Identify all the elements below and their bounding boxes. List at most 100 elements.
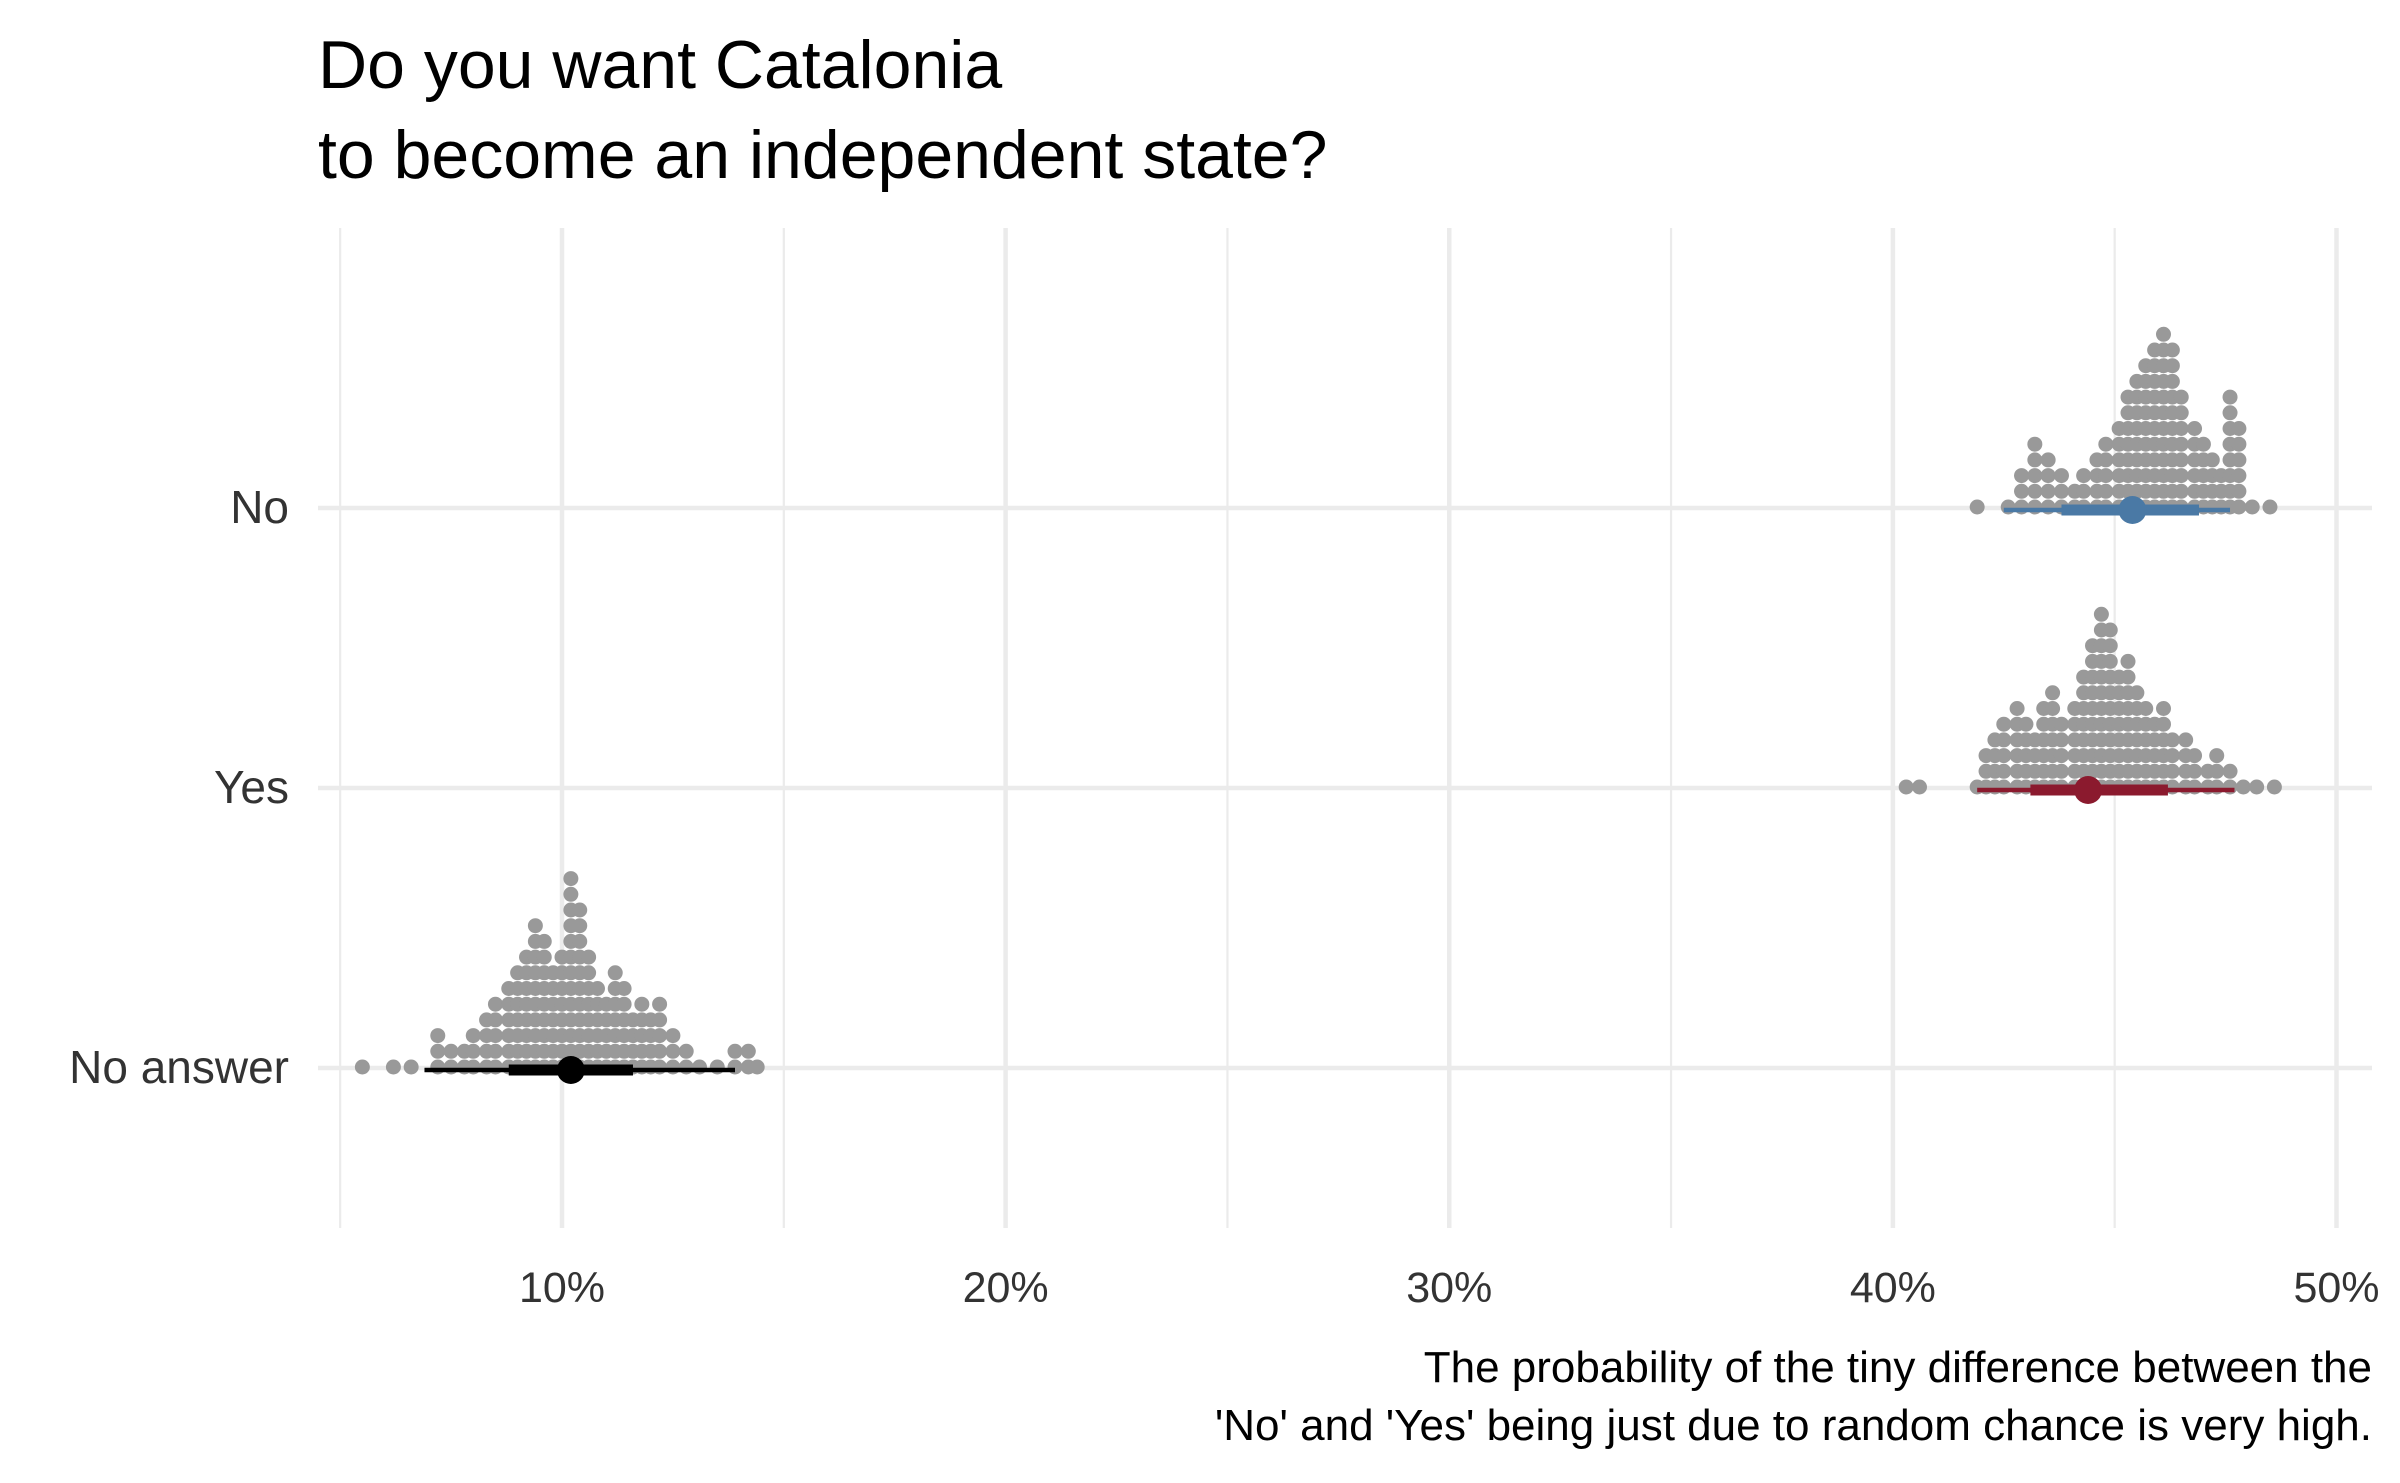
sample-dot (2262, 499, 2278, 515)
sample-dot (2009, 701, 2025, 716)
sample-dot (2164, 358, 2180, 374)
sample-dot (2195, 436, 2211, 452)
sample-dot (2053, 716, 2069, 732)
sample-dot (2014, 483, 2030, 499)
sample-dot (2155, 701, 2171, 716)
sample-dot (430, 1043, 446, 1059)
sample-dot (1996, 716, 2012, 732)
x-tick-label-30: 30% (1406, 1264, 1492, 1312)
sample-dot (572, 918, 588, 934)
sample-dot (2027, 452, 2043, 468)
sample-dot (2098, 452, 2114, 468)
sample-dot (2173, 389, 2189, 405)
sample-dot (2098, 468, 2114, 484)
sample-dot (2209, 748, 2225, 764)
sample-dot (1996, 763, 2012, 779)
sample-dot (665, 1028, 681, 1044)
sample-dot (652, 1043, 668, 1059)
sample-dot (2187, 763, 2203, 779)
x-tick-label-10: 10% (519, 1264, 605, 1312)
sample-dot (2076, 483, 2092, 499)
y-label-no: No (230, 481, 289, 533)
caption-line-1: The probability of the tiny difference b… (1424, 1343, 2372, 1392)
x-tick-label-50: 50% (2293, 1264, 2379, 1312)
sample-dot (2209, 763, 2225, 779)
sample-dot (2231, 468, 2247, 484)
sample-dot (2040, 452, 2056, 468)
sample-dot (2173, 452, 2189, 468)
caption-line-2: 'No' and 'Yes' being just due to random … (1215, 1401, 2372, 1450)
sample-dot (465, 1028, 481, 1044)
interval-marks (424, 496, 2235, 1084)
sample-dot (572, 933, 588, 949)
sample-dot (563, 886, 579, 902)
y-label-yes: Yes (214, 761, 289, 813)
sample-dot (2173, 405, 2189, 421)
sample-dot (652, 1012, 668, 1028)
sample-dot (1969, 499, 1985, 515)
sample-dot (2164, 763, 2180, 779)
sample-dot (2018, 716, 2034, 732)
sample-dot (487, 1028, 503, 1044)
dot-stacks (354, 326, 2282, 1075)
sample-dot (2040, 468, 2056, 484)
x-tick-label-40: 40% (1850, 1264, 1936, 1312)
sample-dot (2178, 732, 2194, 748)
sample-dot (385, 1059, 401, 1075)
sample-dot (487, 1043, 503, 1059)
sample-dot (487, 1012, 503, 1028)
sample-dot (652, 996, 668, 1012)
sample-dot (527, 918, 543, 934)
sample-dot (665, 1043, 681, 1059)
sample-dot (2027, 468, 2043, 484)
sample-dot (430, 1028, 446, 1044)
sample-dot (616, 981, 632, 996)
sample-dot (607, 965, 623, 981)
median-point (2118, 496, 2147, 524)
sample-dot (2164, 748, 2180, 764)
sample-dot (1996, 748, 2012, 764)
sample-dot (678, 1043, 694, 1059)
sample-dot (2098, 483, 2114, 499)
sample-dot (2053, 732, 2069, 748)
sample-dot (2231, 436, 2247, 452)
sample-dot (2222, 763, 2238, 779)
y-label-no-answer: No answer (69, 1041, 289, 1093)
sample-dot (2102, 638, 2118, 654)
sample-dot (2053, 468, 2069, 484)
sample-dot (2164, 373, 2180, 389)
sample-dot (487, 996, 503, 1012)
median-point (556, 1056, 585, 1084)
sample-dot (2102, 622, 2118, 638)
sample-dot (581, 949, 597, 965)
sample-dot (443, 1043, 459, 1059)
sample-dot (2053, 763, 2069, 779)
sample-dot (589, 981, 605, 996)
sample-dot (727, 1043, 743, 1059)
sample-dot (616, 996, 632, 1012)
sample-dot (2093, 606, 2109, 622)
sample-dot (2244, 499, 2260, 515)
sample-dot (2173, 468, 2189, 484)
x-tick-labels: 10% 20% 30% 40% 50% (519, 1264, 2380, 1312)
sample-dot (749, 1059, 765, 1075)
sample-dot (2040, 483, 2056, 499)
sample-dot (2045, 701, 2061, 716)
sample-dot (2138, 701, 2154, 716)
dot-stack-group (1898, 606, 2282, 795)
sample-dot (740, 1043, 756, 1059)
sample-dot (2231, 421, 2247, 436)
sample-dot (2187, 421, 2203, 436)
sample-dot (2266, 779, 2282, 795)
sample-dot (2129, 685, 2145, 701)
sample-dot (1996, 732, 2012, 748)
sample-dot (536, 949, 552, 965)
sample-dot (2222, 405, 2238, 421)
sample-dot (2235, 779, 2251, 795)
chart-title-line-2: to become an independent state? (318, 117, 1327, 193)
sample-dot (2045, 685, 2061, 701)
sample-dot (563, 871, 579, 887)
sample-dot (572, 902, 588, 918)
sample-dot (2231, 483, 2247, 499)
